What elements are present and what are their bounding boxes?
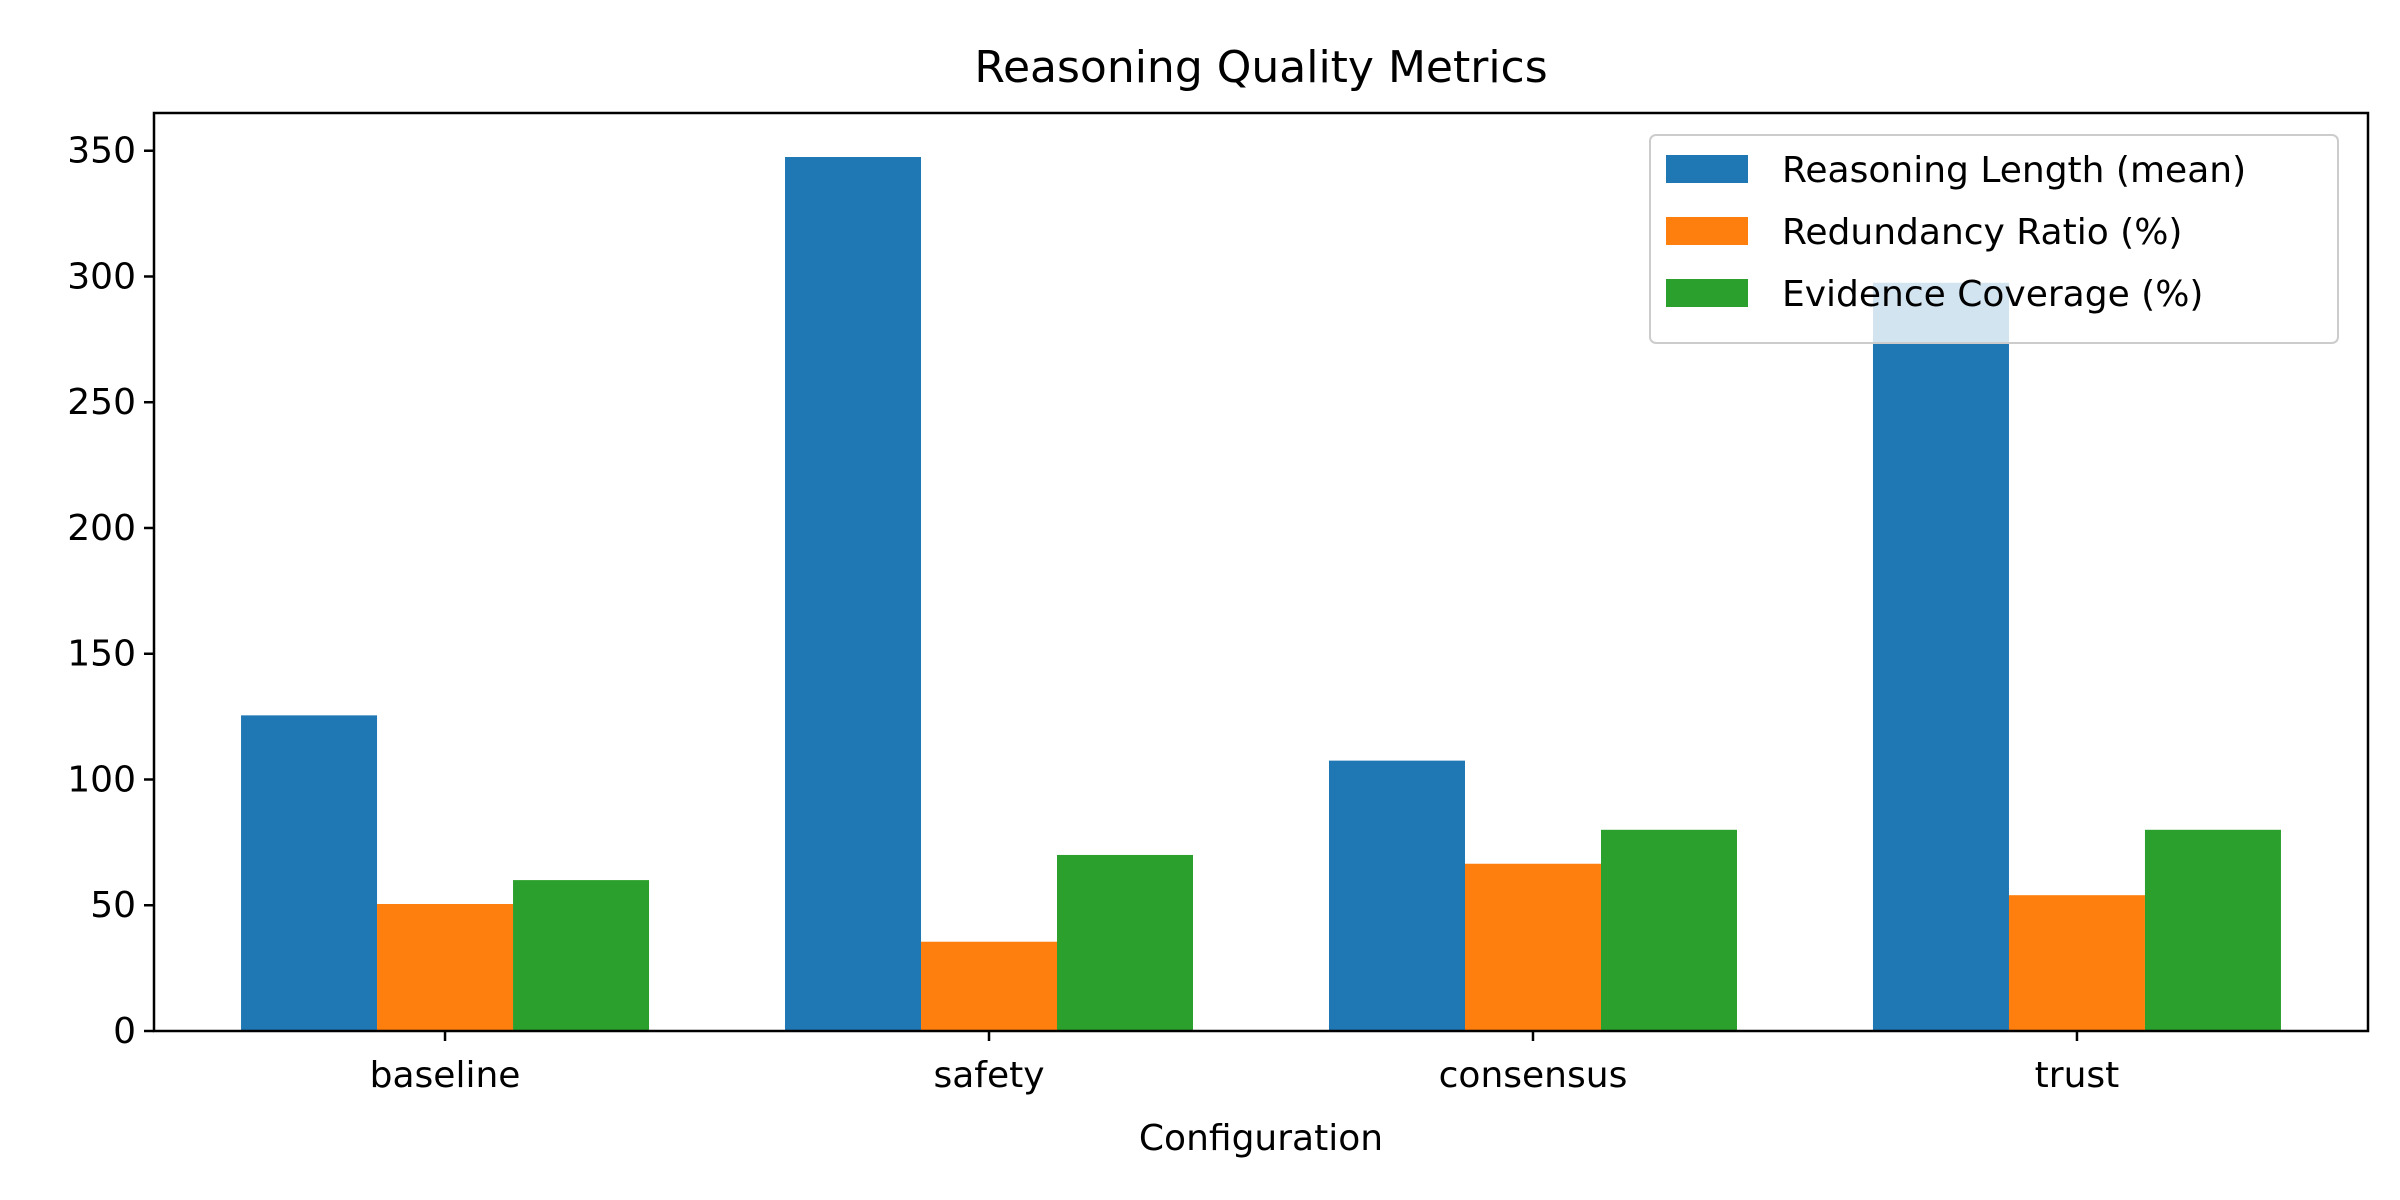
bar-safety-series-2 xyxy=(921,941,1058,1031)
y-tick-label: 100 xyxy=(67,759,136,800)
bar-safety-series-3 xyxy=(1057,854,1194,1031)
y-tick-label: 350 xyxy=(67,131,136,172)
plot-frame xyxy=(152,111,2370,1033)
x-tick-label-baseline: baseline xyxy=(370,1055,521,1096)
bars-layer xyxy=(241,157,2281,1031)
bar-trust-series-3 xyxy=(2144,829,2281,1031)
bar-baseline-series-2 xyxy=(377,903,514,1031)
legend-swatch-1 xyxy=(1666,155,1748,183)
legend: Reasoning Length (mean) Redundancy Ratio … xyxy=(1649,134,2339,344)
chart-title: Reasoning Quality Metrics xyxy=(974,42,1547,93)
bar-consensus-series-1 xyxy=(1329,760,1465,1031)
x-axis-label: Configuration xyxy=(1139,1118,1383,1159)
legend-label-3: Evidence Coverage (%) xyxy=(1782,274,2203,315)
bar-consensus-series-2 xyxy=(1464,863,1601,1031)
y-tick-label: 50 xyxy=(90,885,136,926)
legend-label-2: Redundancy Ratio (%) xyxy=(1782,212,2182,253)
y-tick-label: 250 xyxy=(67,382,136,423)
legend-swatch-3 xyxy=(1666,279,1748,307)
bar-safety-series-1 xyxy=(785,157,922,1031)
x-tick-label-safety: safety xyxy=(933,1055,1044,1096)
bar-consensus-series-3 xyxy=(1600,829,1737,1031)
bar-trust-series-2 xyxy=(2008,895,2145,1031)
legend-label-1: Reasoning Length (mean) xyxy=(1782,150,2246,191)
x-tick-label-trust: trust xyxy=(2035,1055,2120,1096)
axes-layer: 0 50 100 150 200 250 300 350 baseline safety conse… xyxy=(67,131,2119,1096)
legend-box xyxy=(1649,134,2339,344)
bar-baseline-series-3 xyxy=(513,880,650,1031)
y-tick-label: 300 xyxy=(67,256,136,297)
x-tick-label-consensus: consensus xyxy=(1439,1055,1628,1096)
bar-trust-series-1 xyxy=(1872,282,2009,1031)
y-tick-label: 150 xyxy=(67,634,136,675)
y-tick-label: 0 xyxy=(113,1011,136,1052)
legend-swatch-2 xyxy=(1666,217,1748,245)
y-tick-label: 200 xyxy=(67,508,136,549)
bar-baseline-series-1 xyxy=(241,715,378,1031)
